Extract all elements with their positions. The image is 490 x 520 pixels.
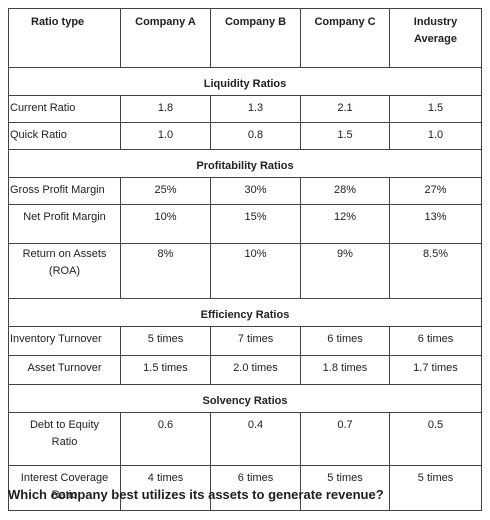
cell-industry-average: 1.0: [389, 122, 482, 150]
cell-company-b: 15%: [210, 204, 301, 244]
section-efficiency: Efficiency Ratios: [8, 298, 482, 327]
row-label: Quick Ratio: [8, 122, 121, 150]
header-industry-average: Industry Average: [389, 8, 482, 68]
table-row: Net Profit Margin 10% 15% 12% 13%: [8, 204, 482, 244]
cell-company-c: 1.8 times: [300, 355, 390, 385]
cell-company-b: 10%: [210, 243, 301, 299]
cell-company-a: 25%: [120, 177, 211, 205]
cell-company-c: 0.7: [300, 412, 390, 466]
question-text: Which company best utilizes its assets t…: [8, 487, 384, 502]
cell-company-c: 12%: [300, 204, 390, 244]
header-company-b: Company B: [210, 8, 301, 68]
cell-company-c: 5 times: [300, 465, 390, 511]
cell-company-b: 2.0 times: [210, 355, 301, 385]
row-label: Asset Turnover: [8, 355, 121, 385]
table-row: Current Ratio 1.8 1.3 2.1 1.5: [8, 95, 482, 123]
row-label: Interest Coverage Ratio: [8, 465, 121, 511]
table-row: Interest Coverage Ratio 4 times 6 times …: [8, 465, 482, 511]
cell-company-c: 1.5: [300, 122, 390, 150]
table-row: Debt to Equity Ratio 0.6 0.4 0.7 0.5: [8, 412, 482, 466]
cell-company-b: 6 times: [210, 465, 301, 511]
row-label: Debt to Equity Ratio: [8, 412, 121, 466]
cell-company-a: 4 times: [120, 465, 211, 511]
cell-company-b: 0.4: [210, 412, 301, 466]
row-label: Net Profit Margin: [8, 204, 121, 244]
table-row: Quick Ratio 1.0 0.8 1.5 1.0: [8, 122, 482, 150]
cell-company-a: 10%: [120, 204, 211, 244]
cell-company-a: 0.6: [120, 412, 211, 466]
cell-company-a: 1.5 times: [120, 355, 211, 385]
header-company-c: Company C: [300, 8, 390, 68]
cell-industry-average: 0.5: [389, 412, 482, 466]
cell-company-b: 0.8: [210, 122, 301, 150]
ratio-table: Ratio type Company A Company B Company C…: [8, 8, 482, 511]
cell-company-c: 9%: [300, 243, 390, 299]
cell-company-a: 1.0: [120, 122, 211, 150]
cell-company-c: 2.1: [300, 95, 390, 123]
cell-industry-average: 5 times: [389, 465, 482, 511]
cell-company-b: 1.3: [210, 95, 301, 123]
table-row: Inventory Turnover 5 times 7 times 6 tim…: [8, 326, 482, 356]
cell-company-b: 30%: [210, 177, 301, 205]
cell-industry-average: 1.5: [389, 95, 482, 123]
cell-industry-average: 1.7 times: [389, 355, 482, 385]
section-profitability: Profitability Ratios: [8, 149, 482, 178]
header-company-a: Company A: [120, 8, 211, 68]
row-label: Inventory Turnover: [8, 326, 121, 356]
section-liquidity: Liquidity Ratios: [8, 67, 482, 96]
cell-industry-average: 8.5%: [389, 243, 482, 299]
cell-company-c: 28%: [300, 177, 390, 205]
table-row: Return on Assets (ROA) 8% 10% 9% 8.5%: [8, 243, 482, 299]
cell-company-a: 1.8: [120, 95, 211, 123]
row-label: Return on Assets (ROA): [8, 243, 121, 299]
cell-industry-average: 13%: [389, 204, 482, 244]
header-ratio-type: Ratio type: [8, 8, 121, 68]
cell-company-a: 5 times: [120, 326, 211, 356]
cell-company-a: 8%: [120, 243, 211, 299]
row-label: Gross Profit Margin: [8, 177, 121, 205]
row-label: Current Ratio: [8, 95, 121, 123]
table-row: Asset Turnover 1.5 times 2.0 times 1.8 t…: [8, 355, 482, 385]
table-row: Gross Profit Margin 25% 30% 28% 27%: [8, 177, 482, 205]
cell-company-b: 7 times: [210, 326, 301, 356]
cell-company-c: 6 times: [300, 326, 390, 356]
cell-industry-average: 27%: [389, 177, 482, 205]
header-row: Ratio type Company A Company B Company C…: [8, 8, 482, 68]
section-solvency: Solvency Ratios: [8, 384, 482, 413]
cell-industry-average: 6 times: [389, 326, 482, 356]
